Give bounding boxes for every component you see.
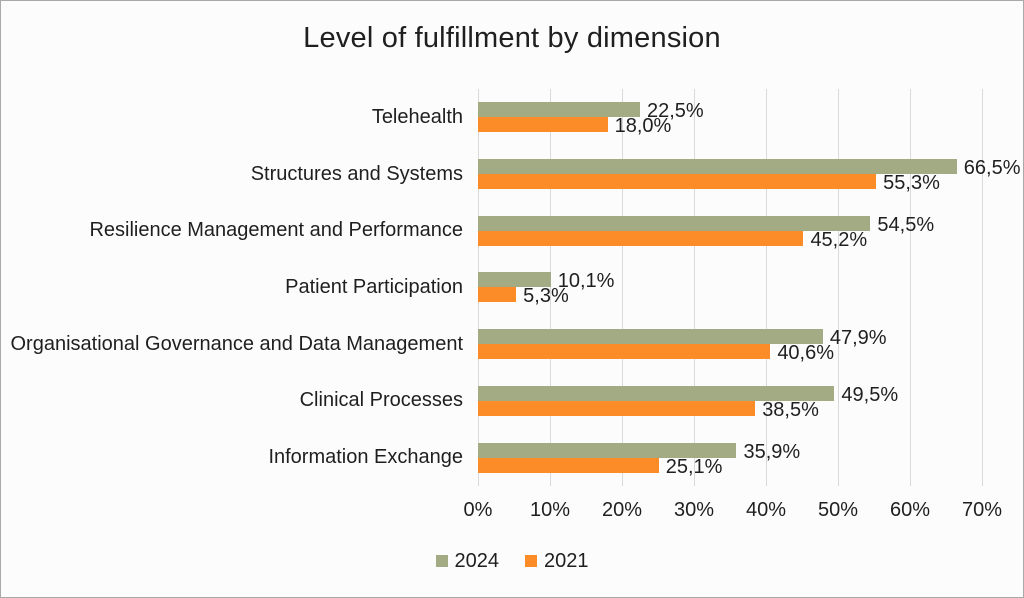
bar-2024: [478, 442, 737, 458]
bar-group: 35,9% 25,1%: [478, 429, 982, 486]
value-label-2021: 18,0%: [614, 115, 672, 138]
plot-area: 22,5% 18,0% 66,5% 55,3% 54,5% 45,2% 10,1% 5,3% 4…: [478, 89, 1021, 486]
bar-group: 54,5% 45,2%: [478, 202, 982, 259]
bar-group: 10,1% 5,3%: [478, 259, 982, 316]
value-label-2021: 55,3%: [883, 172, 940, 195]
bar-2024: [478, 102, 640, 118]
x-tick-label: 0%: [463, 499, 493, 521]
bar-2021: [478, 457, 659, 473]
category-label: Structures and Systems: [250, 162, 463, 185]
x-axis: 0% 10% 20% 30% 40% 50% 60% 70%: [464, 499, 1002, 525]
value-label-2021: 40,6%: [777, 342, 835, 365]
x-tick-label: 20%: [601, 499, 643, 521]
bar-group: 47,9% 40,6%: [478, 316, 982, 373]
x-tick-label: 70%: [961, 499, 1003, 521]
bar-group: 66,5% 55,3%: [478, 146, 1021, 203]
value-label-2021: 25,1%: [665, 455, 723, 478]
value-label-2024: 49,5%: [841, 383, 899, 406]
category-label: Clinical Processes: [299, 389, 463, 412]
bar-2024: [478, 385, 835, 401]
gridline: [622, 89, 623, 486]
bar-2024: [478, 272, 551, 288]
bar-2024: [478, 215, 871, 231]
category-label: Resilience Management and Performance: [89, 219, 463, 242]
category-label: Organisational Governance and Data Manag…: [10, 332, 464, 355]
legend-label: 2024: [454, 549, 500, 572]
category-label: Telehealth: [371, 105, 463, 128]
value-label-2024: 10,1%: [557, 270, 615, 293]
bar-2021: [478, 174, 877, 190]
bar-2021: [478, 230, 804, 246]
bar-2021: [478, 400, 756, 416]
x-tick-label: 30%: [673, 499, 715, 521]
bar-2021: [478, 344, 771, 360]
x-tick-label: 40%: [745, 499, 787, 521]
category-axis: Telehealth Structures and Systems Resilien…: [1, 89, 464, 486]
x-tick-label: 10%: [529, 499, 571, 521]
gridline: [766, 89, 767, 486]
legend-swatch-icon: [525, 555, 537, 567]
gridline: [838, 89, 839, 486]
category-label: Information Exchange: [268, 446, 463, 469]
gridline: [982, 89, 983, 486]
legend-item-2021: 2021: [525, 550, 589, 573]
bar-group: 49,5% 38,5%: [478, 373, 982, 430]
value-label-2024: 22,5%: [647, 100, 704, 123]
legend: 2024 2021: [1, 549, 1023, 573]
legend-label: 2021: [544, 549, 589, 572]
gridline: [694, 89, 695, 486]
value-label-2024: 35,9%: [743, 440, 801, 463]
bar-2024: [478, 329, 823, 345]
value-label-2024: 66,5%: [963, 157, 1021, 180]
legend-swatch-icon: [435, 555, 448, 567]
gridline: [550, 89, 551, 486]
gridline: [910, 89, 911, 486]
value-label-2021: 38,5%: [762, 398, 819, 421]
legend-item-2024: 2024: [435, 549, 500, 573]
value-label-2021: 5,3%: [523, 285, 569, 308]
category-label: Patient Participation: [285, 275, 463, 298]
value-label-2024: 47,9%: [829, 327, 887, 350]
bar-2021: [478, 117, 608, 133]
bar-2021: [478, 287, 517, 303]
bar-2024: [478, 159, 957, 175]
x-tick-label: 50%: [817, 499, 859, 521]
value-label-2021: 45,2%: [810, 228, 868, 251]
x-tick-label: 60%: [889, 499, 931, 521]
value-label-2024: 54,5%: [877, 213, 935, 236]
bar-group: 22,5% 18,0%: [478, 89, 982, 146]
chart-title: Level of fulfillment by dimension: [303, 22, 721, 54]
